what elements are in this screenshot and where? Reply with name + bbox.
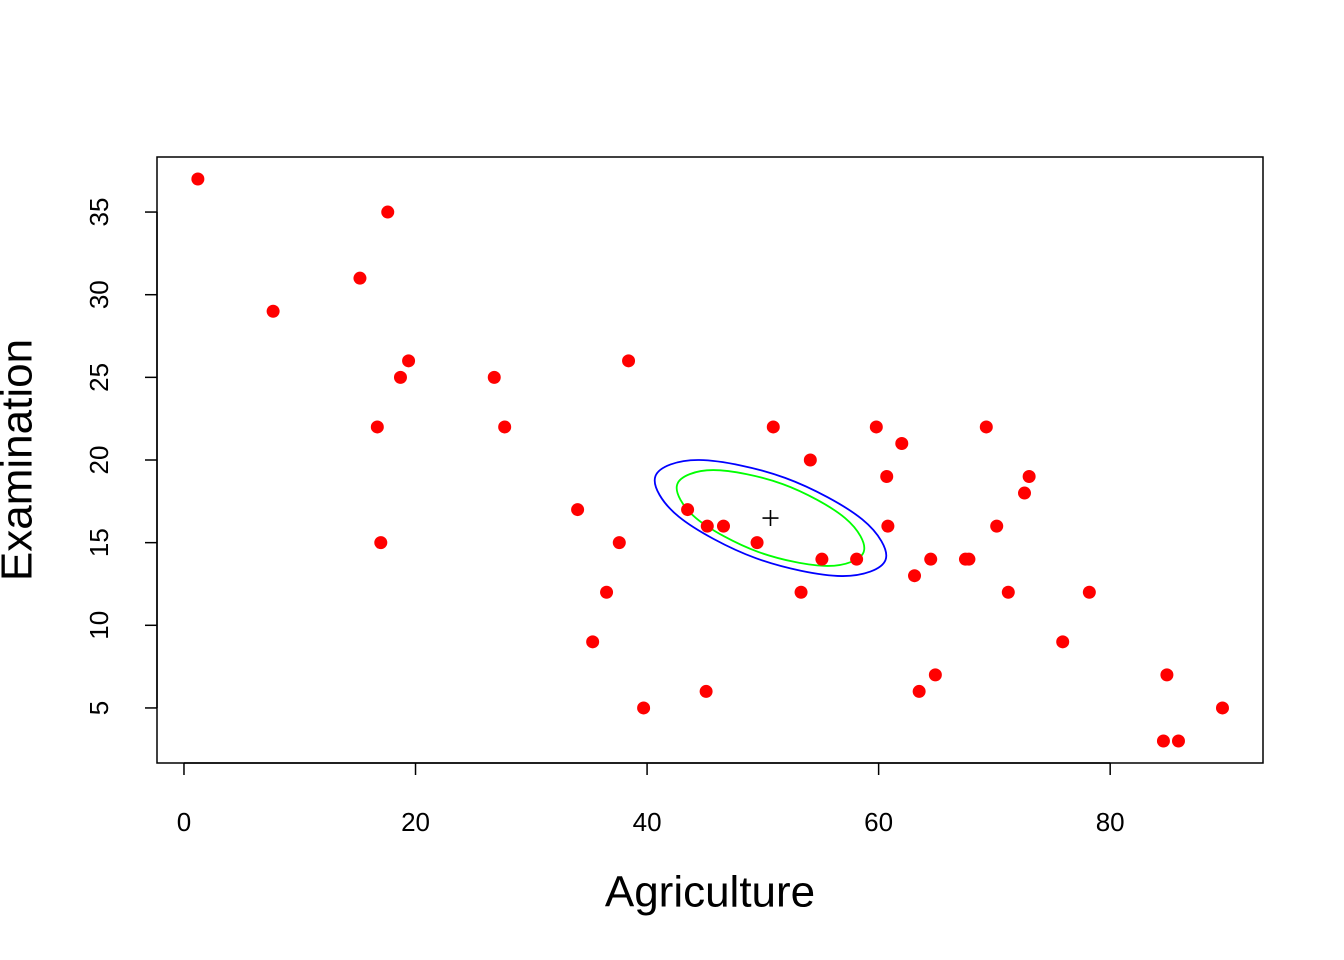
point <box>612 536 626 550</box>
point <box>908 569 922 583</box>
point <box>571 503 585 517</box>
point <box>498 420 512 434</box>
point <box>881 519 895 533</box>
point <box>766 420 780 434</box>
x-tick-label: 40 <box>633 807 662 837</box>
point <box>850 552 864 566</box>
point <box>869 420 883 434</box>
point <box>353 271 367 285</box>
point <box>716 519 730 533</box>
point <box>1171 734 1185 748</box>
point <box>681 503 695 517</box>
point <box>895 436 909 450</box>
point <box>912 684 926 698</box>
point <box>1215 701 1229 715</box>
y-tick-label: 10 <box>84 611 114 640</box>
point <box>600 585 614 599</box>
ellipse <box>653 459 888 577</box>
ellipse <box>675 469 866 567</box>
point <box>1001 585 1015 599</box>
point <box>700 519 714 533</box>
y-tick-label: 30 <box>84 280 114 309</box>
point <box>880 470 894 484</box>
x-tick-label: 0 <box>177 807 191 837</box>
y-tick-label: 35 <box>84 198 114 227</box>
point <box>622 354 636 368</box>
point <box>1056 635 1070 649</box>
point <box>1156 734 1170 748</box>
y-tick-label: 5 <box>84 701 114 715</box>
x-tick-label: 60 <box>864 807 893 837</box>
point <box>381 205 395 219</box>
point <box>815 552 829 566</box>
point <box>402 354 416 368</box>
point <box>1022 470 1036 484</box>
point <box>637 701 651 715</box>
point <box>990 519 1004 533</box>
point <box>1160 668 1174 682</box>
point <box>191 172 205 186</box>
point <box>266 304 280 318</box>
point <box>487 370 501 384</box>
point <box>370 420 384 434</box>
x-tick-label: 80 <box>1096 807 1125 837</box>
point <box>803 453 817 467</box>
point <box>750 536 764 550</box>
y-tick-label: 15 <box>84 528 114 557</box>
point <box>979 420 993 434</box>
point <box>794 585 808 599</box>
point <box>962 552 976 566</box>
y-tick-label: 20 <box>84 446 114 475</box>
point <box>393 370 407 384</box>
center-marker <box>762 510 779 527</box>
y-axis-title: Examination <box>0 339 42 581</box>
point <box>586 635 600 649</box>
point <box>374 536 388 550</box>
x-axis-title: Agriculture <box>605 868 815 917</box>
point <box>1018 486 1032 500</box>
point <box>1082 585 1096 599</box>
point <box>699 684 713 698</box>
x-tick-label: 20 <box>401 807 430 837</box>
point <box>928 668 942 682</box>
y-tick-label: 25 <box>84 363 114 392</box>
point <box>924 552 938 566</box>
